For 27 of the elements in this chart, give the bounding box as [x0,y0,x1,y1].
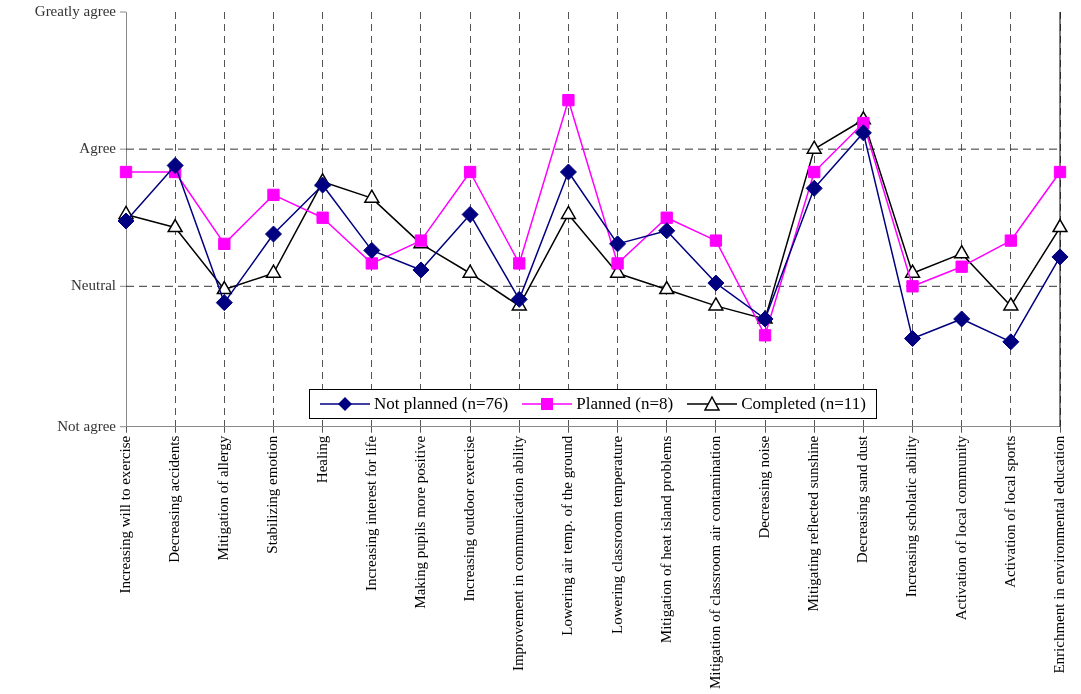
x-tick-label: Increasing will to exercise [116,435,133,594]
x-tick-label: Lowering classroom temperature [608,435,625,634]
legend-label: Not planned (n=76) [374,393,509,414]
x-tick-label: Increasing scholatic ability [903,435,920,598]
x-tick-label: Decreasing noise [755,435,772,539]
x-tick-label: Improvement in communication ability [510,435,527,672]
x-tick-label: Lowering air temp. of the ground [559,435,576,636]
x-tick-label: Making pupils more positive [411,435,428,609]
x-tick-label: Activation of local sports [1001,435,1018,588]
x-tick-label: Mitigation of allergy [215,435,232,561]
x-tick-label: Decreasing sand dust [854,434,871,564]
x-tick-label: Mitigating reflected sunshine [805,435,822,612]
x-tick-label: Activation of local community [952,435,969,621]
x-tick-label: Stabilizing emotion [264,435,281,554]
text: Not agree [57,417,117,434]
text: Agree [79,140,117,157]
x-tick-label: Increasing outdoor exercise [461,435,478,602]
text: Neutral [71,277,116,294]
legend-label: Completed (n=11) [741,393,866,414]
x-tick-label: Mitigation of classroom air contamination [706,435,723,689]
x-tick-label: Decreasing accidents [166,435,183,563]
x-tick-label: Enrichment in environmental education [1050,435,1067,674]
text: Greatly agree [34,2,117,19]
x-tick-label: Mitigation of heat island problems [657,435,674,644]
legend-label: Planned (n=8) [576,393,674,414]
x-tick-label: Healing [313,435,330,484]
x-tick-label: Increasing interest for life [362,435,379,592]
